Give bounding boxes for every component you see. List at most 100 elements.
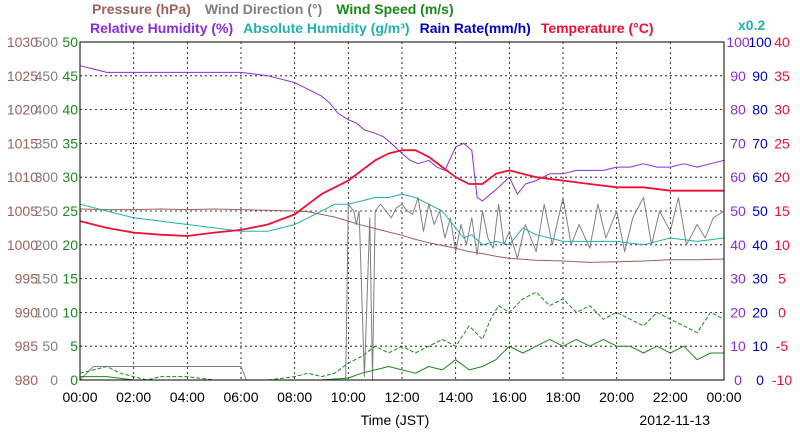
- right-tick-temperature: 15: [774, 203, 790, 219]
- left-tick-pressure: 980: [15, 372, 39, 388]
- right-tick-temperature: 20: [774, 169, 790, 185]
- right-tick-rain_rate: 90: [752, 68, 768, 84]
- grid: [80, 42, 724, 380]
- left-tick-wind_speed: 45: [62, 68, 78, 84]
- right-tick-humidity: 50: [730, 203, 746, 219]
- right-tick-temperature: -10: [772, 372, 792, 388]
- right-tick-rain_rate: 100: [748, 34, 772, 50]
- x-tick-label: 00:00: [706, 389, 741, 405]
- x-tick-label: 12:00: [384, 389, 419, 405]
- x-tick-label: 04:00: [170, 389, 205, 405]
- right-tick-rain_rate: 0: [756, 372, 764, 388]
- left-tick-wind_direction: 100: [35, 304, 59, 320]
- right-tick-temperature: -5: [776, 338, 789, 354]
- right-tick-temperature: 0: [778, 304, 786, 320]
- rain-scale-note: x0.2: [738, 17, 765, 33]
- right-tick-humidity: 0: [734, 372, 742, 388]
- series-line-relative-humidity: [79, 65, 725, 202]
- left-tick-wind_speed: 10: [62, 304, 78, 320]
- x-tick-label: 08:00: [277, 389, 312, 405]
- x-tick-label: 02:00: [116, 389, 151, 405]
- right-tick-temperature: 10: [774, 237, 790, 253]
- x-tick-label: 22:00: [653, 389, 688, 405]
- left-tick-wind_speed: 25: [62, 203, 78, 219]
- left-tick-wind_speed: 20: [62, 237, 78, 253]
- right-tick-humidity: 40: [730, 237, 746, 253]
- left-tick-wind_speed: 30: [62, 169, 78, 185]
- series-line-temperature-c: [79, 149, 724, 237]
- right-tick-humidity: 20: [730, 304, 746, 320]
- date-label: 2012-11-13: [639, 412, 710, 428]
- right-tick-humidity: 90: [730, 68, 746, 84]
- right-tick-temperature: 40: [774, 34, 790, 50]
- legend-title-0-0: Pressure (hPa): [92, 1, 191, 17]
- legend-title-1-2: Rain Rate(mm/h): [420, 20, 531, 36]
- left-tick-wind_speed: 40: [62, 102, 78, 118]
- legend-title-1-3: Temperature (°C): [541, 20, 654, 36]
- left-tick-pressure: 1025: [7, 68, 38, 84]
- left-tick-pressure: 1015: [7, 135, 38, 151]
- left-tick-wind_direction: 0: [50, 372, 58, 388]
- right-tick-rain_rate: 40: [752, 237, 768, 253]
- left-tick-wind_direction: 450: [35, 68, 59, 84]
- x-tick-label: 10:00: [331, 389, 366, 405]
- left-tick-pressure: 985: [15, 338, 39, 354]
- right-tick-rain_rate: 20: [752, 304, 768, 320]
- left-tick-wind_direction: 150: [35, 271, 59, 287]
- left-tick-wind_direction: 200: [35, 237, 59, 253]
- plot-frame: [79, 41, 725, 381]
- left-tick-pressure: 1020: [7, 102, 38, 118]
- left-tick-wind_speed: 50: [62, 34, 78, 50]
- right-tick-rain_rate: 10: [752, 338, 768, 354]
- chart-titles: Pressure (hPa) Wind Direction (°) Wind Spe…: [90, 1, 654, 36]
- right-tick-humidity: 70: [730, 135, 746, 151]
- right-tick-temperature: 30: [774, 102, 790, 118]
- x-tick-label: 00:00: [62, 389, 97, 405]
- legend-title-1-0: Relative Humidity (%): [90, 20, 233, 36]
- right-tick-humidity: 30: [730, 271, 746, 287]
- right-tick-humidity: 80: [730, 102, 746, 118]
- x-axis-label: Time (JST): [361, 412, 430, 428]
- left-tick-wind_direction: 300: [35, 169, 59, 185]
- x-tick-label: 14:00: [438, 389, 473, 405]
- series-line-pressure-hpa: [79, 208, 725, 263]
- left-tick-pressure: 1000: [7, 237, 38, 253]
- legend-title-0-2: Wind Speed (m/s): [336, 1, 453, 17]
- left-tick-wind_direction: 250: [35, 203, 59, 219]
- right-tick-rain_rate: 60: [752, 169, 768, 185]
- x-axis-ticks: 00:00 02:00 04:00 06:00 08:00 10:00 12:00 14:00…: [62, 389, 741, 405]
- left-tick-pressure: 990: [15, 304, 39, 320]
- left-tick-wind_direction: 500: [35, 34, 59, 50]
- right-tick-rain_rate: 80: [752, 102, 768, 118]
- right-tick-temperature: 25: [774, 135, 790, 151]
- right-tick-humidity: 10: [730, 338, 746, 354]
- right-tick-rain_rate: 70: [752, 135, 768, 151]
- right-tick-humidity: 100: [726, 34, 750, 50]
- left-tick-pressure: 1030: [7, 34, 38, 50]
- left-tick-pressure: 1005: [7, 203, 38, 219]
- left-tick-pressure: 995: [15, 271, 39, 287]
- series-line-wind-speed-m-s-gust: [79, 291, 725, 381]
- legend-title-0-1: Wind Direction (°): [205, 1, 322, 17]
- x-tick-label: 18:00: [545, 389, 580, 405]
- left-tick-wind_speed: 35: [62, 135, 78, 151]
- right-tick-temperature: 5: [778, 271, 786, 287]
- left-tick-wind_direction: 50: [42, 338, 58, 354]
- x-tick-label: 06:00: [223, 389, 258, 405]
- legend-title-1-1: Absolute Humidity (g/m³): [243, 20, 409, 36]
- right-tick-rain_rate: 30: [752, 271, 768, 287]
- left-tick-wind_direction: 400: [35, 102, 59, 118]
- right-tick-rain_rate: 50: [752, 203, 768, 219]
- left-tick-wind_speed: 15: [62, 271, 78, 287]
- y-axis-ticks: 1030102510201015101010051000995990985980…: [7, 34, 792, 388]
- x-tick-label: 16:00: [492, 389, 527, 405]
- right-tick-humidity: 60: [730, 169, 746, 185]
- left-tick-wind_speed: 0: [70, 372, 78, 388]
- x-tick-label: 20:00: [599, 389, 634, 405]
- left-tick-wind_speed: 5: [70, 338, 78, 354]
- series-line-absolute-humidity-g-m: [79, 193, 725, 246]
- right-tick-temperature: 35: [774, 68, 790, 84]
- left-tick-pressure: 1010: [7, 169, 38, 185]
- left-tick-wind_direction: 350: [35, 135, 59, 151]
